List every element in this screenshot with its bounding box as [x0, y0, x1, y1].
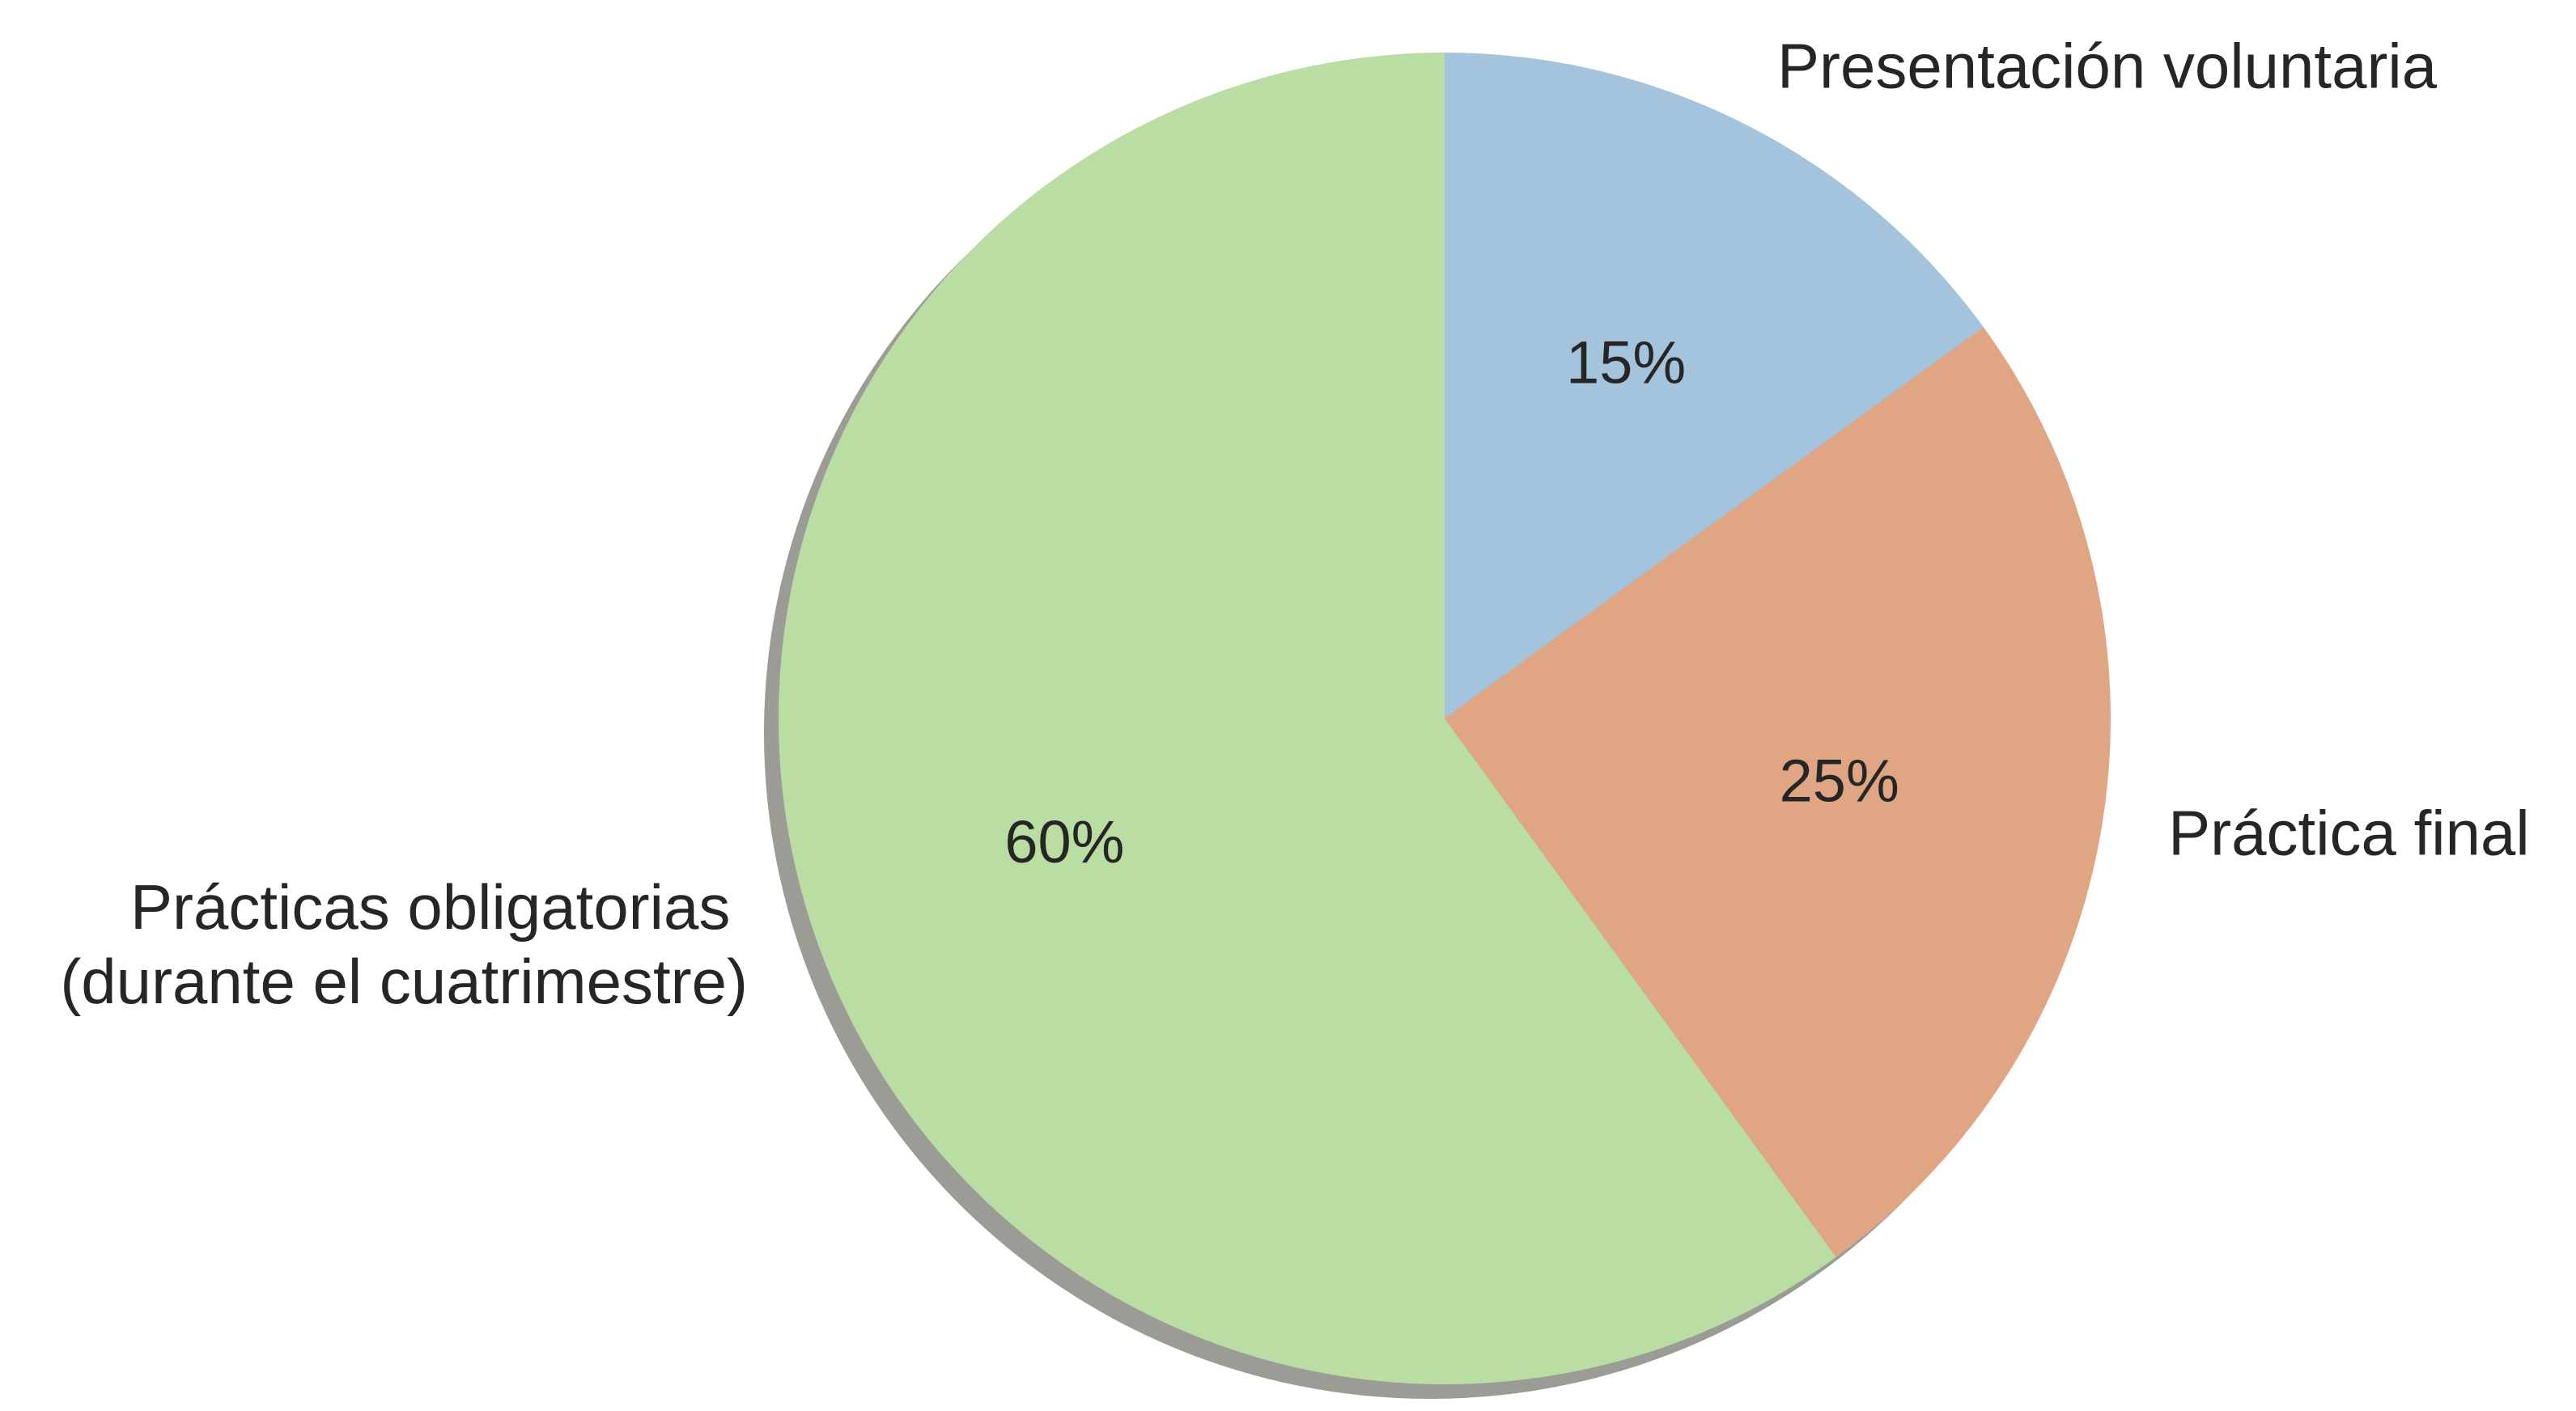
pct-label-0: 15% [1566, 329, 1686, 396]
slice-label-practicas-obligatorias: Prácticas obligatorias (durante el cuatr… [60, 871, 748, 1017]
slice-label-presentacion-voluntaria: Presentación voluntaria [1777, 30, 2438, 101]
percentage-labels: 15% 25% 60% [1004, 329, 1899, 876]
pie-slices [779, 53, 2111, 1384]
pct-label-2: 60% [1004, 808, 1124, 875]
pie-slice-0 [1445, 53, 1984, 718]
pie-slice-1 [1445, 327, 2111, 1257]
pct-label-1: 25% [1780, 748, 1899, 815]
slice-label-practicas-obligatorias-line-1: Prácticas obligatorias [130, 871, 730, 943]
slice-label-practicas-obligatorias-line-2: (durante el cuatrimestre) [60, 946, 748, 1017]
slice-label-practica-final: Práctica final [2168, 798, 2530, 869]
pie-slice-2 [779, 53, 1836, 1384]
